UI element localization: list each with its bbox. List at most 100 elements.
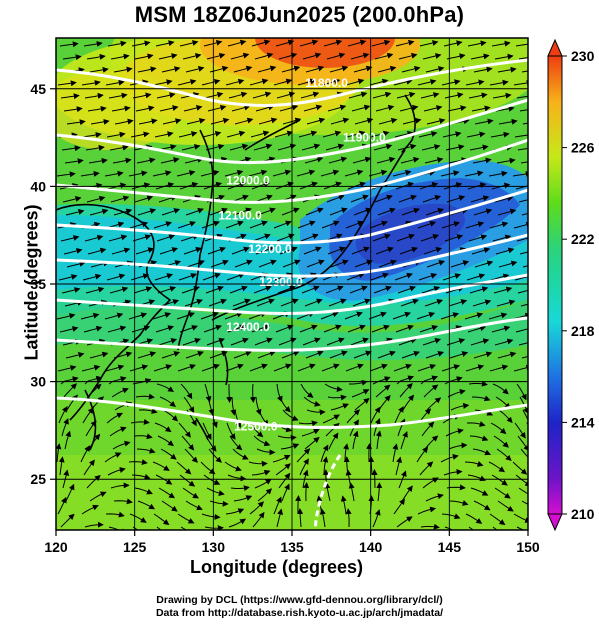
wind-arrow xyxy=(224,461,242,472)
wind-arrow xyxy=(65,352,85,359)
wind-arrow xyxy=(469,435,489,442)
wind-arrow xyxy=(330,117,350,125)
wind-arrow xyxy=(392,169,412,177)
colorbar-tick-label: 222 xyxy=(571,231,595,247)
wind-arrow xyxy=(422,337,442,346)
wind-arrow xyxy=(492,383,509,395)
wind-arrow xyxy=(178,422,191,438)
wind-arrow xyxy=(230,485,250,492)
wind-arrow xyxy=(421,285,441,294)
wind-arrow xyxy=(203,474,221,485)
wind-arrow xyxy=(340,495,347,515)
wind-arrow xyxy=(210,259,229,268)
wind-arrow xyxy=(154,273,174,281)
wind-arrow xyxy=(494,195,514,203)
wind-arrow xyxy=(344,311,363,320)
wind-arrow xyxy=(110,482,130,489)
wind-arrow xyxy=(422,53,442,60)
wind-arrow xyxy=(517,435,528,452)
wind-arrow xyxy=(153,364,173,372)
x-tick-label: 125 xyxy=(123,539,147,555)
wind-arrow xyxy=(155,40,175,47)
wind-arrow xyxy=(56,313,76,320)
wind-arrow xyxy=(349,379,368,386)
contour-label: 11800.0 xyxy=(305,76,348,90)
wind-arrow xyxy=(231,246,250,255)
wind-arrow xyxy=(493,286,513,294)
wind-arrow xyxy=(328,298,347,307)
colorbar-tick-label: 226 xyxy=(571,140,595,156)
wind-arrow xyxy=(396,233,415,242)
y-tick-label: 25 xyxy=(30,471,46,487)
wind-arrow xyxy=(304,298,323,307)
wind-arrow xyxy=(66,261,86,268)
wind-arrow xyxy=(138,408,158,414)
wind-arrow xyxy=(399,246,418,255)
wind-arrow xyxy=(156,92,176,99)
wind-arrow xyxy=(88,433,101,450)
wind-arrow xyxy=(421,421,435,437)
wind-arrow xyxy=(472,299,492,307)
wind-arrow xyxy=(206,337,225,346)
wind-arrow xyxy=(209,207,228,216)
wind-arrow xyxy=(186,118,206,125)
wind-arrow xyxy=(112,157,132,164)
wind-arrow xyxy=(324,482,331,502)
wind-arrow xyxy=(158,53,178,60)
wind-arrow xyxy=(209,350,228,359)
wind-arrow xyxy=(134,53,154,60)
wind-arrow xyxy=(226,130,246,138)
wind-arrow xyxy=(128,459,148,466)
wind-arrow xyxy=(467,40,487,47)
wind-arrow xyxy=(228,518,247,528)
wind-arrow xyxy=(473,500,491,511)
wind-arrow xyxy=(466,421,486,427)
wind-arrow xyxy=(469,286,489,294)
wind-arrow xyxy=(399,382,413,398)
wind-arrow xyxy=(444,234,464,242)
wind-arrow xyxy=(84,92,104,99)
wind-arrow xyxy=(157,435,174,447)
wind-arrow xyxy=(185,207,204,216)
wind-arrow xyxy=(105,511,125,518)
wind-arrow xyxy=(346,272,365,281)
y-tick-label: 45 xyxy=(30,81,46,97)
wind-arrow xyxy=(137,500,156,510)
wind-arrow xyxy=(512,461,528,475)
wind-arrow xyxy=(375,384,391,398)
wind-arrow xyxy=(154,422,172,433)
wind-arrow xyxy=(57,80,77,87)
wind-arrow xyxy=(378,259,397,268)
wind-arrow xyxy=(158,487,176,499)
wind-arrow xyxy=(111,105,131,112)
wind-arrow xyxy=(354,117,374,125)
wind-arrow xyxy=(394,272,413,281)
wind-arrow xyxy=(251,324,270,333)
wind-arrow xyxy=(442,131,462,138)
wind-arrow xyxy=(202,130,222,138)
wind-arrow xyxy=(303,104,323,112)
wind-arrow xyxy=(419,324,439,333)
wind-arrow xyxy=(179,325,198,333)
wind-arrow xyxy=(282,259,301,268)
contour-label: 12200.0 xyxy=(248,242,292,256)
wind-arrow xyxy=(521,70,528,73)
wind-arrow xyxy=(205,285,224,294)
wind-arrow xyxy=(135,105,155,112)
wind-arrow xyxy=(373,417,381,437)
wind-arrow xyxy=(514,132,528,138)
wind-arrow xyxy=(422,194,442,203)
wind-arrow xyxy=(392,443,399,463)
wind-arrow xyxy=(304,156,324,164)
wind-arrow xyxy=(421,144,441,151)
wind-arrow xyxy=(83,41,103,47)
wind-arrow xyxy=(113,66,133,73)
wind-arrow xyxy=(255,246,274,255)
wind-arrow xyxy=(353,350,372,359)
wind-arrow xyxy=(296,169,316,177)
wind-arrow xyxy=(130,273,150,281)
wind-arrow xyxy=(253,435,271,447)
wind-arrow xyxy=(497,66,517,73)
wind-arrow xyxy=(375,430,382,450)
